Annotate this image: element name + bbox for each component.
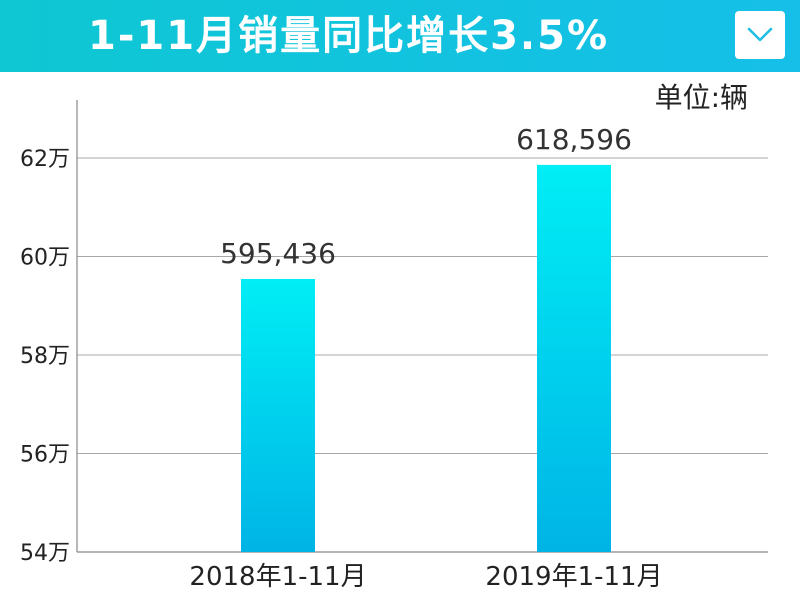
y-tick-label: 54万 (20, 541, 70, 566)
y-tick-label: 58万 (20, 344, 70, 369)
bar-1 (241, 278, 315, 552)
chart-title: 1-11月销量同比增长3.5% (88, 13, 610, 59)
bar-value-label: 595,436 (220, 237, 336, 270)
x-category-label: 2018年1-11月 (189, 562, 366, 592)
y-tick-label: 60万 (20, 246, 70, 271)
dropdown-button[interactable] (735, 11, 785, 59)
bar-value-label: 618,596 (516, 123, 632, 156)
bar-2 (537, 164, 611, 552)
y-tick-label: 62万 (20, 147, 70, 172)
chevron-down-icon (747, 27, 773, 42)
header-bar: 1-11月销量同比增长3.5% (0, 0, 800, 72)
x-category-label: 2019年1-11月 (485, 562, 662, 592)
unit-label: 单位:辆 (654, 81, 748, 114)
y-tick-label: 56万 (20, 443, 70, 468)
